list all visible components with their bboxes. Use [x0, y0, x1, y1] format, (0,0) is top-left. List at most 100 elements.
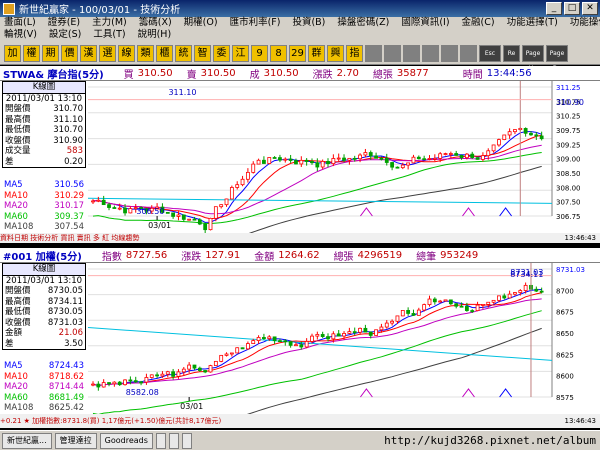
info-value: 310.90 — [53, 135, 83, 146]
maximize-button[interactable]: □ — [564, 2, 580, 15]
toolbar-button[interactable]: Page Dn — [546, 45, 568, 72]
chart-area-1[interactable]: 311.25 310.75 310.25 309.75 309.25 309.00 308.… — [0, 80, 600, 245]
toolbar-button[interactable]: 統 — [175, 45, 192, 62]
candle-body — [529, 132, 533, 136]
candle-body — [347, 157, 352, 161]
toolbar-button[interactable] — [441, 45, 458, 62]
toolbar-button[interactable] — [384, 45, 401, 62]
toolbar-button[interactable]: 群 — [308, 45, 325, 62]
ma-value: 8718.62 — [48, 371, 84, 382]
chart-area-2[interactable]: 8731.03 8700 8675 8650 8625 8600 8575 03/01 8734… — [0, 262, 600, 450]
menu-item[interactable]: 設定(S) — [48, 29, 82, 40]
menu-item[interactable]: 投資(B) — [292, 17, 326, 28]
candle-body — [363, 327, 368, 333]
info-value: 8734.11 — [47, 296, 83, 307]
menu-item[interactable]: 匯市利率(F) — [229, 17, 281, 28]
toolbar-button[interactable]: 類 — [137, 45, 154, 62]
menu-item[interactable]: 說明(H) — [137, 29, 172, 40]
candle-body — [358, 327, 362, 333]
menu-item[interactable]: 輪視(V) — [4, 29, 37, 40]
info-value: 3.50 — [64, 338, 83, 349]
candle-body — [133, 207, 138, 209]
toolbar-button[interactable]: 選 — [99, 45, 116, 62]
candle-body — [165, 211, 170, 214]
candle-body — [352, 157, 357, 160]
symbol-label[interactable]: #001 加權(5分) — [3, 251, 82, 263]
candle-body — [144, 377, 149, 383]
menu-item[interactable]: 工具(T) — [93, 29, 126, 40]
high-label: 311.10 — [168, 88, 196, 97]
toolbar-button[interactable]: 期 — [42, 45, 59, 62]
menu-item[interactable]: 期權(O) — [183, 17, 218, 28]
quote-bar-1: STWA& 摩台指(5分) 買 310.50 賣 310.50 成 310.50 漲跌… — [0, 66, 600, 81]
candle-body — [256, 159, 261, 165]
taskbar-item[interactable]: 新世紀贏... — [2, 432, 52, 449]
taskbar-item[interactable] — [181, 432, 192, 449]
toolbar-button[interactable] — [422, 45, 439, 62]
candle-body — [470, 153, 475, 158]
candle-body — [475, 304, 480, 311]
toolbar-button[interactable] — [365, 45, 382, 62]
taskbar-item[interactable]: Goodreads — [99, 432, 153, 449]
candle-body — [513, 129, 517, 133]
toolbar-button[interactable]: 加 — [4, 45, 21, 62]
info-row: 最低價 8730.05 — [3, 307, 85, 318]
toolbar-button[interactable]: 指 — [346, 45, 363, 62]
candle-body — [240, 178, 245, 186]
toolbar-button[interactable]: 9 — [251, 45, 268, 62]
ma-key: MA108 — [4, 403, 34, 413]
minimize-button[interactable]: _ — [546, 2, 562, 15]
deal-label: 成 — [249, 69, 260, 81]
toolbar-button[interactable]: Page Up — [522, 45, 544, 72]
toolbar-button[interactable]: 漢 — [80, 45, 97, 62]
candle-body — [475, 157, 480, 160]
toolbar-button[interactable]: 權 — [23, 45, 40, 62]
candle-body — [400, 310, 405, 317]
candle-body — [235, 184, 240, 188]
menu-item[interactable]: 操盤密碼(Z) — [337, 17, 390, 28]
candle-body — [149, 374, 154, 378]
toolbar-button[interactable]: 線 — [118, 45, 135, 62]
taskbar: 新世紀贏... 管理達拉 Goodreads http://kujd3268.pix… — [0, 430, 600, 450]
taskbar-item[interactable]: 管理達拉 — [54, 432, 97, 449]
taskbar-item[interactable] — [155, 432, 166, 449]
ma-row: MA10 310.29 — [4, 191, 84, 202]
toolbar-button[interactable]: 興 — [327, 45, 344, 62]
menu-item[interactable]: 證券(E) — [47, 17, 81, 28]
candlestick-chart-1[interactable]: 311.25 310.75 310.25 309.75 309.25 309.00 308.… — [0, 81, 600, 245]
candle-body — [155, 374, 159, 377]
menu-item[interactable]: 功能選擇(T) — [506, 17, 558, 28]
y-tick-label: 8575 — [556, 394, 574, 402]
toolbar-button[interactable]: 29 — [289, 45, 306, 62]
candle-body — [267, 336, 272, 340]
close-button[interactable]: ✕ — [582, 2, 598, 15]
toolbar-button[interactable]: 櫃 — [156, 45, 173, 62]
candlestick-chart-2[interactable]: 8731.03 8700 8675 8650 8625 8600 8575 03/01 8734… — [0, 263, 600, 450]
symbol-label[interactable]: STWA& 摩台指(5分) — [3, 69, 104, 81]
taskbar-item[interactable] — [168, 432, 179, 449]
ma-row: MA108 8625.42 — [4, 403, 84, 414]
menu-item[interactable]: 畫面(L) — [4, 17, 36, 28]
toolbar-button[interactable]: Re — [503, 45, 520, 62]
menu-item[interactable]: 金融(C) — [461, 17, 495, 28]
toolbar-button[interactable]: 江 — [232, 45, 249, 62]
menu-item[interactable]: 籌碼(X) — [138, 17, 172, 28]
menu-item[interactable]: 功能操作(F) — [569, 17, 600, 28]
toolbar-button[interactable]: Esc — [479, 45, 501, 62]
toolbar-button[interactable]: 智 — [194, 45, 211, 62]
toolbar-button[interactable]: 8 — [270, 45, 287, 62]
toolbar-button[interactable]: 委 — [213, 45, 230, 62]
toolbar-button[interactable] — [460, 45, 477, 62]
change-label: 漲跌 — [312, 69, 333, 81]
ma-key: MA20 — [4, 382, 28, 392]
candle-body — [491, 299, 496, 303]
toolbar-button[interactable] — [403, 45, 420, 62]
y-tick-label: 306.75 — [556, 213, 581, 221]
toolbar-button[interactable]: 價 — [61, 45, 78, 62]
candle-body — [240, 347, 245, 350]
candle-body — [395, 166, 400, 169]
menu-item[interactable]: 主力(M) — [92, 17, 127, 28]
menu-item[interactable]: 國際資訊(I) — [401, 17, 450, 28]
ma-key: MA5 — [4, 361, 23, 371]
candle-body — [395, 315, 400, 322]
